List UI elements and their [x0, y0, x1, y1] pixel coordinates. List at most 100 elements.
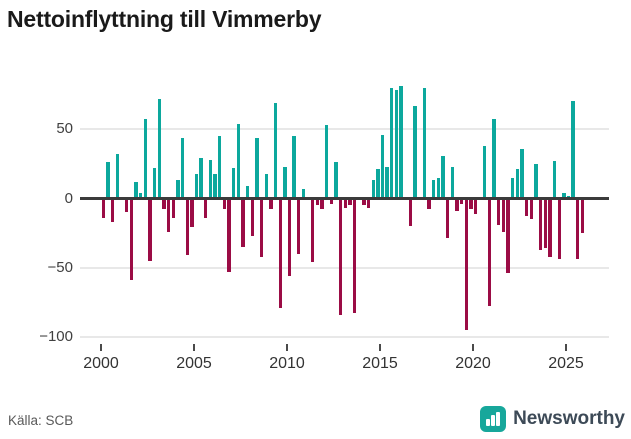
bar-positive	[571, 101, 575, 199]
bar-positive	[143, 119, 148, 199]
bar-positive	[385, 166, 389, 199]
bar-positive	[199, 158, 203, 199]
bar-positive	[334, 162, 338, 199]
bar-negative	[455, 199, 459, 211]
bar-positive	[492, 119, 496, 199]
bar-positive	[376, 169, 380, 199]
bar-negative	[459, 199, 464, 204]
x-axis-tick-label: 2005	[176, 355, 212, 372]
bar-positive	[152, 168, 157, 199]
x-axis-tick	[193, 344, 195, 351]
bar-positive	[380, 134, 385, 199]
x-axis-tick	[379, 344, 381, 351]
bar-negative	[501, 199, 506, 232]
grid-line	[80, 128, 609, 131]
bar-negative	[241, 199, 245, 247]
bar-negative	[576, 199, 580, 260]
bar-negative	[538, 199, 543, 250]
bar-positive	[520, 148, 524, 199]
x-axis-tick-label: 2010	[269, 355, 305, 372]
bar-negative	[348, 199, 352, 206]
bar-positive	[157, 98, 161, 199]
bar-positive	[413, 105, 417, 199]
bar-positive	[450, 166, 454, 199]
y-axis-tick-label: 50	[56, 120, 73, 138]
bar-negative	[529, 199, 533, 220]
bar-positive	[399, 86, 403, 199]
bar-negative	[473, 199, 478, 214]
bar-negative	[311, 199, 315, 263]
y-axis-tick-label: −100	[39, 328, 73, 346]
bar-negative	[129, 199, 134, 281]
x-axis-tick-label: 2000	[83, 355, 119, 372]
bar-negative	[580, 199, 585, 233]
bar-negative	[548, 199, 552, 257]
bar-negative	[101, 199, 106, 218]
bar-negative	[297, 199, 301, 254]
bar-positive	[176, 180, 180, 199]
bar-negative	[315, 199, 320, 206]
bar-positive	[511, 177, 515, 199]
bar-negative	[162, 199, 166, 210]
bar-positive	[236, 123, 241, 199]
bar-negative	[190, 199, 194, 228]
bar-negative	[259, 199, 264, 257]
bar-positive	[436, 177, 440, 199]
bar-positive	[390, 87, 394, 199]
bar-negative	[543, 199, 547, 249]
bar-positive	[534, 163, 538, 199]
grid-line	[80, 266, 609, 269]
bar-positive	[218, 136, 222, 199]
brand-name: Newsworthy	[513, 408, 625, 429]
grid-line	[80, 336, 609, 339]
x-axis-tick	[565, 344, 567, 351]
bar-positive	[106, 162, 110, 199]
x-axis-tick	[100, 344, 102, 351]
bar-negative	[125, 199, 129, 213]
bar-chart-logo-icon	[480, 406, 507, 432]
x-axis-zero-line	[80, 197, 609, 200]
bar-negative	[204, 199, 208, 218]
bar-negative	[506, 199, 510, 274]
bar-positive	[515, 169, 520, 199]
bar-negative	[269, 199, 273, 210]
bar-negative	[287, 199, 292, 276]
bar-positive	[483, 145, 487, 199]
bar-negative	[227, 199, 231, 272]
bar-positive	[115, 154, 120, 199]
bar-negative	[464, 199, 468, 330]
bar-positive	[232, 168, 236, 199]
bar-positive	[255, 137, 259, 199]
bar-positive	[213, 173, 217, 199]
bar-negative	[366, 199, 371, 208]
bar-positive	[273, 102, 278, 199]
bar-negative	[352, 199, 357, 314]
bar-positive	[194, 173, 199, 199]
bar-negative	[250, 199, 254, 236]
bar-negative	[320, 199, 324, 210]
y-axis-tick-label: −50	[47, 258, 73, 276]
bar-negative	[148, 199, 152, 261]
bar-negative	[557, 199, 561, 260]
bar-positive	[431, 180, 436, 199]
bar-positive	[292, 136, 296, 199]
x-axis-tick	[472, 344, 474, 351]
bar-positive	[180, 137, 185, 199]
x-axis-tick-label: 2025	[548, 355, 584, 372]
bar-negative	[427, 199, 431, 210]
bar-negative	[166, 199, 171, 232]
bar-negative	[524, 199, 529, 217]
bar-positive	[208, 159, 213, 199]
bar-positive	[283, 166, 287, 199]
bar-positive	[139, 192, 143, 199]
bar-negative	[343, 199, 347, 208]
x-axis-tick-label: 2020	[455, 355, 491, 372]
source-credit: Källa: SCB	[8, 413, 74, 428]
bar-negative	[362, 199, 366, 206]
x-axis-tick-label: 2015	[362, 355, 398, 372]
bar-negative	[329, 199, 334, 204]
bar-negative	[469, 199, 473, 210]
bar-positive	[422, 87, 427, 199]
